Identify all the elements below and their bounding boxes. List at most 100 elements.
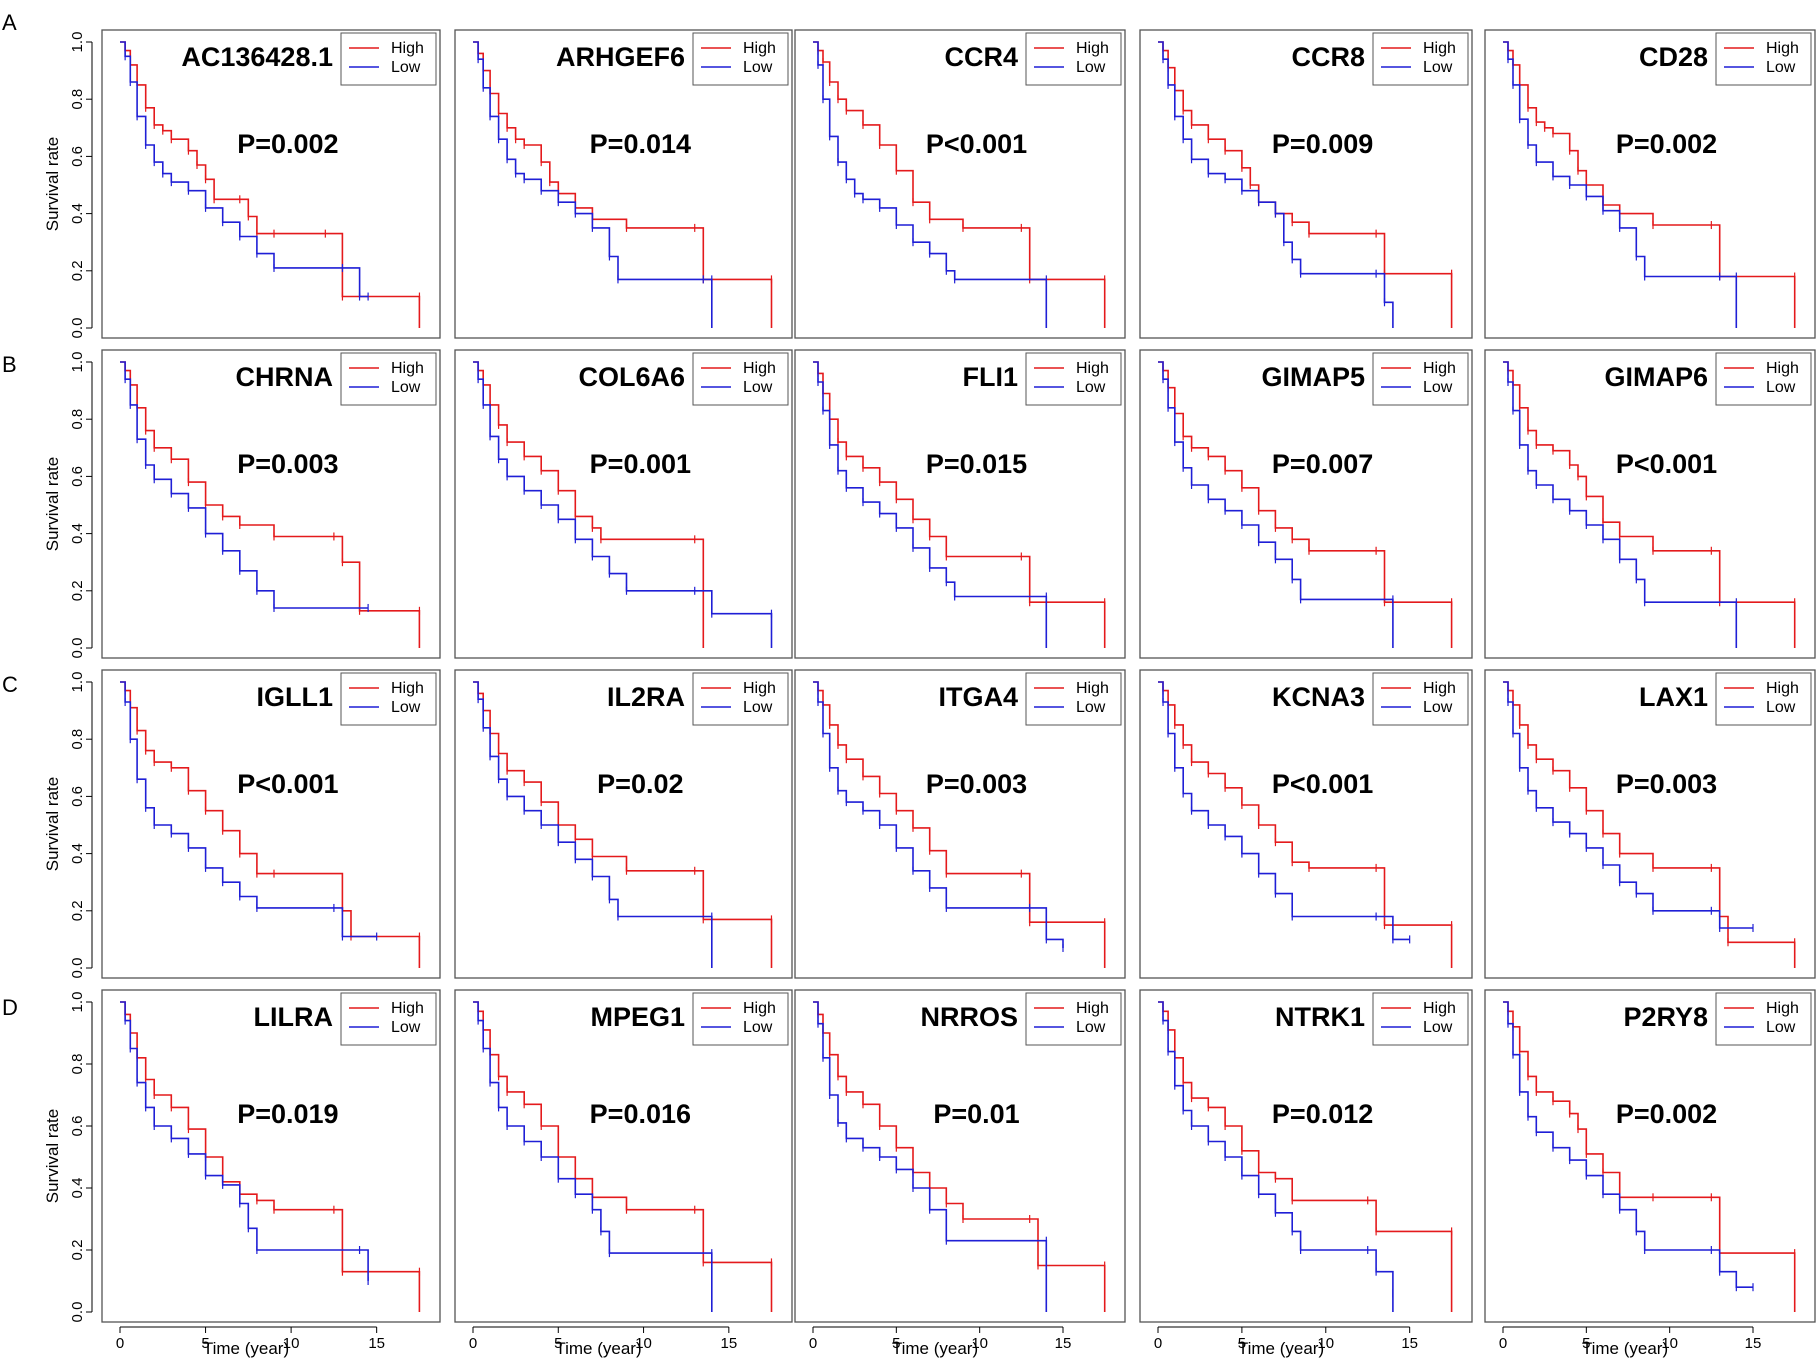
gene-title: CCR8 bbox=[1291, 42, 1365, 72]
p-value-label: P=0.016 bbox=[590, 1099, 691, 1129]
gene-title: IL2RA bbox=[607, 682, 685, 712]
p-value-label: P=0.015 bbox=[926, 449, 1027, 479]
legend-box bbox=[692, 32, 789, 86]
km-panel-il2ra: High Low IL2RA P=0.02 bbox=[454, 669, 793, 979]
x-tick-label: 10 bbox=[1661, 1335, 1678, 1352]
survival-curve-high bbox=[120, 681, 421, 968]
panel-frame bbox=[794, 349, 1126, 659]
legend-label-low: Low bbox=[1076, 1019, 1106, 1036]
legend-label-high: High bbox=[391, 40, 424, 57]
km-panel-kcna3: High Low KCNA3 P<0.001 bbox=[1139, 669, 1473, 979]
y-tick-label: 0.2 bbox=[69, 580, 86, 601]
y-tick-label: 0.8 bbox=[69, 89, 86, 110]
gene-title: NRROS bbox=[920, 1002, 1018, 1032]
survival-curve-low bbox=[120, 361, 369, 609]
legend-label-high: High bbox=[1766, 1000, 1799, 1017]
y-axis-title: Survival rate bbox=[43, 457, 62, 551]
gene-title: CHRNA bbox=[236, 362, 334, 392]
legend-label-low: Low bbox=[743, 1019, 773, 1036]
legend-box bbox=[1025, 672, 1122, 726]
y-axis-title: Survival rate bbox=[43, 137, 62, 231]
survival-curve-low bbox=[1158, 1001, 1394, 1312]
y-tick-label: 1.0 bbox=[69, 672, 86, 693]
gene-title: COL6A6 bbox=[578, 362, 685, 392]
gene-title: IGLL1 bbox=[256, 682, 333, 712]
panel-frame bbox=[1484, 29, 1816, 339]
y-tick-label: 0.6 bbox=[69, 1116, 86, 1137]
row-letter: D bbox=[2, 995, 18, 1020]
legend-label-low: Low bbox=[1076, 379, 1106, 396]
survival-curve-low bbox=[120, 681, 377, 938]
km-panel-gimap6: High Low GIMAP6 P<0.001 bbox=[1484, 349, 1816, 659]
survival-curve-high bbox=[1158, 1001, 1453, 1312]
legend-box bbox=[1025, 352, 1122, 406]
km-panel-p2ry8: 0 5 10 15 Time (year) High Low P2RY8 P=0.002 bbox=[1484, 989, 1816, 1358]
km-panel-lax1: High Low LAX1 P=0.003 bbox=[1484, 669, 1816, 979]
legend-label-low: Low bbox=[1076, 699, 1106, 716]
legend-box bbox=[692, 992, 789, 1046]
legend-box bbox=[1372, 32, 1469, 86]
x-tick-label: 10 bbox=[971, 1335, 988, 1352]
y-tick-label: 0.4 bbox=[69, 203, 86, 224]
x-tick-label: 15 bbox=[1745, 1335, 1762, 1352]
legend-label-high: High bbox=[1076, 680, 1109, 697]
y-tick-label: 1.0 bbox=[69, 992, 86, 1013]
survival-curve-high bbox=[813, 361, 1106, 648]
panel-frame bbox=[1139, 989, 1473, 1323]
survival-curve-low bbox=[1158, 41, 1394, 328]
x-tick-label: 5 bbox=[892, 1335, 900, 1352]
km-panel-nrros: 0 5 10 15 Time (year) High Low NRROS P=0.01 bbox=[794, 989, 1126, 1358]
gene-title: AC136428.1 bbox=[181, 42, 333, 72]
y-tick-label: 0.8 bbox=[69, 729, 86, 750]
panel-frame bbox=[101, 29, 441, 339]
km-panel-col6a6: High Low COL6A6 P=0.001 bbox=[454, 349, 793, 659]
y-tick-label: 0.4 bbox=[69, 523, 86, 544]
row-letter: B bbox=[2, 352, 17, 377]
km-panel-ccr8: High Low CCR8 P=0.009 bbox=[1139, 29, 1473, 339]
p-value-label: P=0.002 bbox=[1616, 129, 1717, 159]
x-tick-label: 0 bbox=[809, 1335, 817, 1352]
survival-curve-low bbox=[473, 681, 713, 968]
legend-box bbox=[1372, 672, 1469, 726]
gene-title: ARHGEF6 bbox=[556, 42, 685, 72]
survival-curve-low bbox=[813, 361, 1048, 648]
gene-title: NTRK1 bbox=[1275, 1002, 1365, 1032]
legend-label-high: High bbox=[743, 680, 776, 697]
legend-label-low: Low bbox=[743, 699, 773, 716]
legend-label-high: High bbox=[743, 360, 776, 377]
survival-curve-high bbox=[1158, 681, 1453, 968]
survival-curve-high bbox=[1503, 1001, 1796, 1312]
y-tick-label: 0.2 bbox=[69, 1240, 86, 1261]
survival-curve-low bbox=[120, 41, 369, 298]
y-tick-label: 0.6 bbox=[69, 786, 86, 807]
legend-label-high: High bbox=[1423, 680, 1456, 697]
x-tick-label: 5 bbox=[554, 1335, 562, 1352]
legend-label-high: High bbox=[1423, 40, 1456, 57]
x-axis-title: Time (year) bbox=[203, 1339, 289, 1358]
survival-curve-low bbox=[1503, 41, 1738, 328]
x-tick-label: 10 bbox=[635, 1335, 652, 1352]
survival-curve-high bbox=[1158, 361, 1453, 648]
x-tick-label: 5 bbox=[1582, 1335, 1590, 1352]
x-tick-label: 10 bbox=[1317, 1335, 1334, 1352]
survival-curve-low bbox=[813, 1001, 1048, 1312]
km-panel-lilra: D 0.0 0.2 0.4 0.6 0.8 1.0 Survival rate 0 5 10 15 Ti… bbox=[2, 989, 441, 1358]
gene-title: P2RY8 bbox=[1623, 1002, 1708, 1032]
survival-curve-high bbox=[813, 681, 1106, 968]
p-value-label: P<0.001 bbox=[1272, 769, 1373, 799]
p-value-label: P<0.001 bbox=[1616, 449, 1717, 479]
row-letter: C bbox=[2, 672, 18, 697]
panel-frame bbox=[454, 989, 793, 1323]
x-tick-label: 5 bbox=[1238, 1335, 1246, 1352]
p-value-label: P=0.001 bbox=[590, 449, 691, 479]
legend-box bbox=[1715, 32, 1812, 86]
legend-label-low: Low bbox=[1423, 699, 1453, 716]
km-panel-ccr4: High Low CCR4 P<0.001 bbox=[794, 29, 1126, 339]
km-panel-cd28: High Low CD28 P=0.002 bbox=[1484, 29, 1816, 339]
km-panel-ac136428-1: A 0.0 0.2 0.4 0.6 0.8 1.0 Survival rate High Low A… bbox=[2, 10, 441, 339]
panel-frame bbox=[794, 989, 1126, 1323]
p-value-label: P=0.019 bbox=[237, 1099, 338, 1129]
p-value-label: P=0.003 bbox=[926, 769, 1027, 799]
p-value-label: P=0.02 bbox=[597, 769, 683, 799]
